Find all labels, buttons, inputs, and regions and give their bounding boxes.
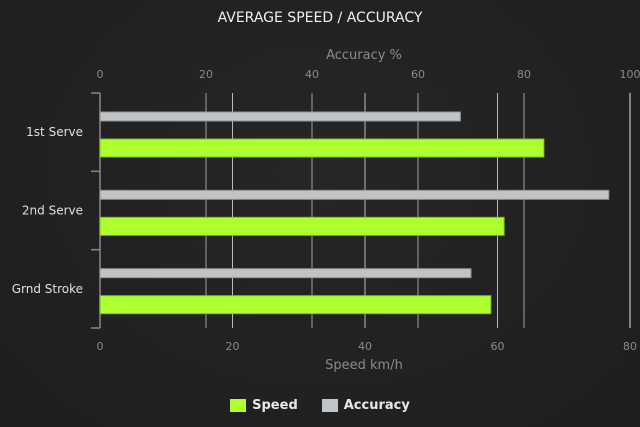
top-axis-label: Accuracy % xyxy=(326,48,402,63)
legend-label-speed: Speed xyxy=(252,398,298,413)
accuracy-bar xyxy=(99,189,610,200)
accuracy-bar xyxy=(99,268,472,279)
speed-bar xyxy=(99,138,545,158)
top-tick-label: 100 xyxy=(620,68,640,81)
top-tick-label: 20 xyxy=(199,68,213,81)
top-tick-label: 60 xyxy=(411,68,425,81)
legend-swatch-accuracy xyxy=(321,399,338,412)
bottom-tick-label: 60 xyxy=(491,340,505,353)
bottom-tick-label: 20 xyxy=(226,340,240,353)
legend-swatch-speed xyxy=(230,399,247,412)
bottom-tick-label: 0 xyxy=(97,340,104,353)
bottom-tick-label: 40 xyxy=(358,340,372,353)
chart-title: AVERAGE SPEED / ACCURACY xyxy=(218,10,423,26)
speed-bar xyxy=(99,295,492,315)
legend-item-speed[interactable]: Speed xyxy=(230,398,298,413)
category-label: Grnd Stroke xyxy=(12,282,83,296)
speed-bar xyxy=(99,216,505,236)
top-tick-label: 80 xyxy=(517,68,531,81)
legend: Speed Accuracy xyxy=(0,398,640,413)
bottom-tick-label: 80 xyxy=(623,340,637,353)
category-label: 2nd Serve xyxy=(22,204,83,218)
bottom-axis-label: Speed km/h xyxy=(325,358,403,373)
accuracy-bar xyxy=(99,111,461,122)
category-label: 1st Serve xyxy=(26,125,83,139)
legend-item-accuracy[interactable]: Accuracy xyxy=(321,398,410,413)
top-tick-label: 0 xyxy=(97,68,104,81)
top-tick-label: 40 xyxy=(305,68,319,81)
legend-label-accuracy: Accuracy xyxy=(343,398,410,413)
